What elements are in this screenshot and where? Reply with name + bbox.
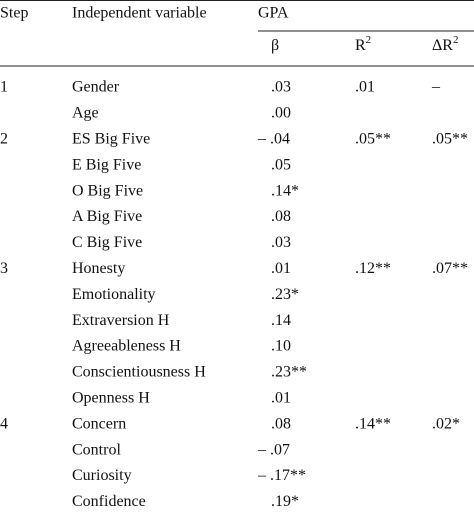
column-header-sup: 2 (366, 34, 372, 46)
cell-variable: Confidence (72, 493, 146, 510)
cell-beta: .10 (271, 338, 291, 355)
cell-step: 3 (0, 260, 8, 277)
cell-beta: .08 (271, 415, 291, 432)
cell-r2: .14** (355, 415, 391, 432)
cell-variable: E Big Five (72, 156, 141, 173)
cell-delta-r2: – (431, 79, 441, 96)
cell-beta: .23** (271, 364, 307, 381)
cell-step: 2 (0, 130, 8, 147)
cell-delta-r2: .02* (432, 415, 460, 432)
cell-beta: .05 (271, 156, 291, 173)
cell-r2: .05** (355, 130, 391, 147)
cell-variable: ES Big Five (72, 130, 150, 147)
cell-variable: Emotionality (72, 286, 156, 303)
cell-beta: .08 (271, 208, 291, 225)
cell-beta: .14* (271, 182, 299, 199)
cell-variable: Agreeableness H (72, 338, 181, 355)
cell-beta: .01 (271, 260, 291, 277)
cell-variable: Gender (72, 79, 120, 96)
cell-delta-r2: .07** (432, 260, 468, 277)
cell-variable: Curiosity (72, 467, 132, 484)
header-group: GPA (258, 5, 289, 22)
cell-variable: Conscientiousness H (72, 364, 206, 381)
cell-r2: .01 (355, 79, 375, 96)
cell-variable: A Big Five (72, 208, 142, 225)
cell-beta: .03 (271, 79, 291, 96)
column-header: ΔR2 (432, 34, 458, 54)
cell-variable: Extraversion H (72, 312, 170, 329)
column-header: R2 (355, 34, 371, 54)
column-header-base: β (271, 37, 279, 54)
header-variable: Independent variable (72, 5, 207, 22)
column-header-base: ΔR (432, 37, 453, 54)
cell-variable: O Big Five (72, 182, 143, 199)
cell-beta: – .17** (257, 467, 306, 484)
header-step: Step (0, 5, 28, 22)
cell-step: 1 (0, 79, 8, 96)
cell-beta: .03 (271, 234, 291, 251)
cell-variable: C Big Five (72, 234, 142, 251)
cell-beta: .23* (271, 286, 299, 303)
cell-variable: Honesty (72, 260, 125, 277)
cell-step: 4 (0, 415, 8, 432)
cell-beta: – .07 (257, 441, 290, 458)
cell-variable: Age (72, 105, 99, 122)
column-header: β (271, 37, 279, 54)
cell-beta: – .04 (257, 130, 290, 147)
cell-variable: Control (72, 441, 121, 458)
cell-beta: .14 (271, 312, 291, 329)
column-header-base: R (355, 37, 366, 54)
cell-r2: .12** (355, 260, 391, 277)
cell-variable: Openness H (72, 389, 150, 406)
column-header-sup: 2 (453, 34, 459, 46)
cell-delta-r2: .05** (432, 130, 468, 147)
cell-beta: .00 (271, 105, 291, 122)
cell-variable: Concern (72, 415, 126, 432)
cell-beta: .01 (271, 389, 291, 406)
cell-beta: .19* (271, 493, 299, 510)
